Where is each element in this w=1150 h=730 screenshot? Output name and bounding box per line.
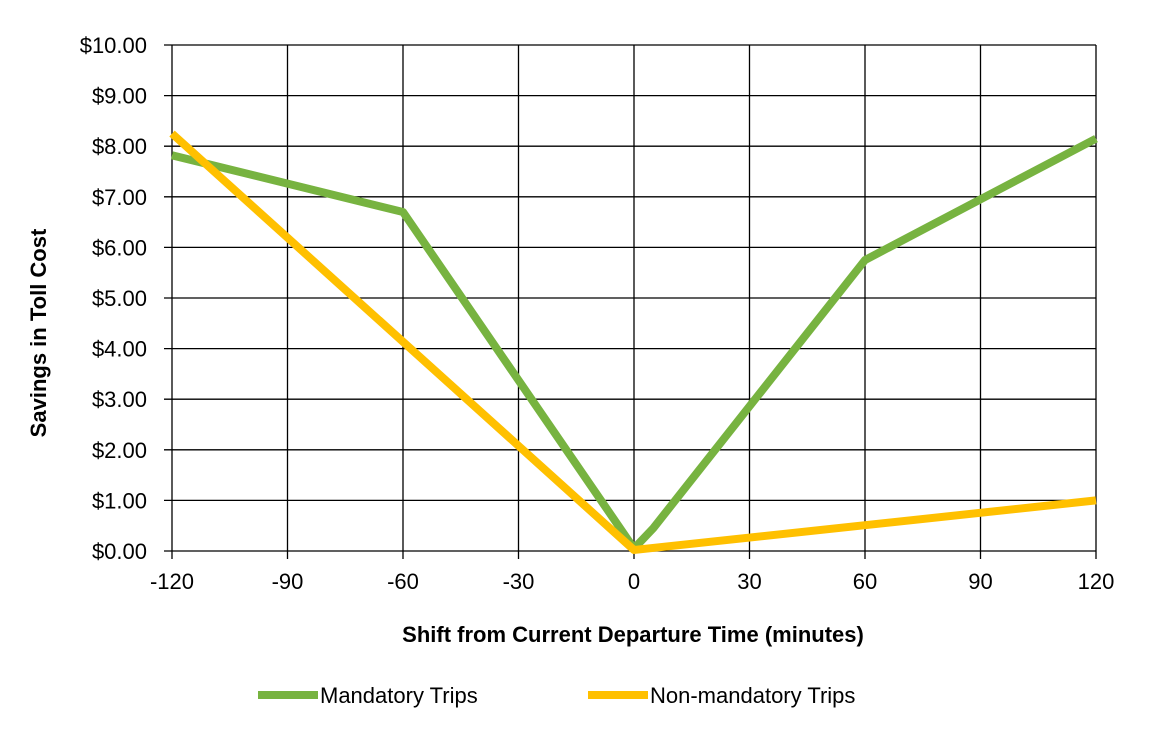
series-line-mandatory-trips [171, 135, 1098, 553]
legend-label-non-mandatory-trips: Non-mandatory Trips [650, 683, 855, 708]
y-tick-label: $1.00 [92, 488, 147, 513]
legend-label-mandatory-trips: Mandatory Trips [320, 683, 478, 708]
y-tick-label: $2.00 [92, 438, 147, 463]
x-tick-label: 120 [1078, 569, 1115, 594]
x-tick-label: 60 [853, 569, 877, 594]
x-tick-label: -30 [503, 569, 535, 594]
x-tick-label: 90 [968, 569, 992, 594]
x-tick-label: -60 [387, 569, 419, 594]
series-line-non-mandatory-trips [169, 130, 1097, 554]
x-tick-label: 0 [628, 569, 640, 594]
y-tick-label: $3.00 [92, 387, 147, 412]
y-tick-label: $9.00 [92, 84, 147, 109]
y-tick-label: $8.00 [92, 134, 147, 159]
y-tick-label: $5.00 [92, 286, 147, 311]
x-tick-label: -90 [272, 569, 304, 594]
series-layer [169, 130, 1098, 554]
x-tick-label: -120 [150, 569, 194, 594]
y-axis-title: Savings in Toll Cost [26, 228, 51, 437]
y-tick-label: $4.00 [92, 337, 147, 362]
x-axis-ticks: -120 -90 -60 -30 0 30 60 90 120 [150, 569, 1114, 594]
x-tick-label: 30 [737, 569, 761, 594]
legend: Mandatory Trips Non-mandatory Trips [258, 683, 855, 708]
y-tick-label: $0.00 [92, 539, 147, 564]
y-axis-ticks: $0.00 $1.00 $2.00 $3.00 $4.00 $5.00 $6.00 $7.00… [80, 33, 147, 564]
x-axis-title: Shift from Current Departure Time (minut… [402, 622, 864, 647]
y-tick-label: $7.00 [92, 185, 147, 210]
y-tick-label: $10.00 [80, 33, 147, 58]
y-tick-label: $6.00 [92, 235, 147, 260]
grid [164, 44, 1097, 559]
